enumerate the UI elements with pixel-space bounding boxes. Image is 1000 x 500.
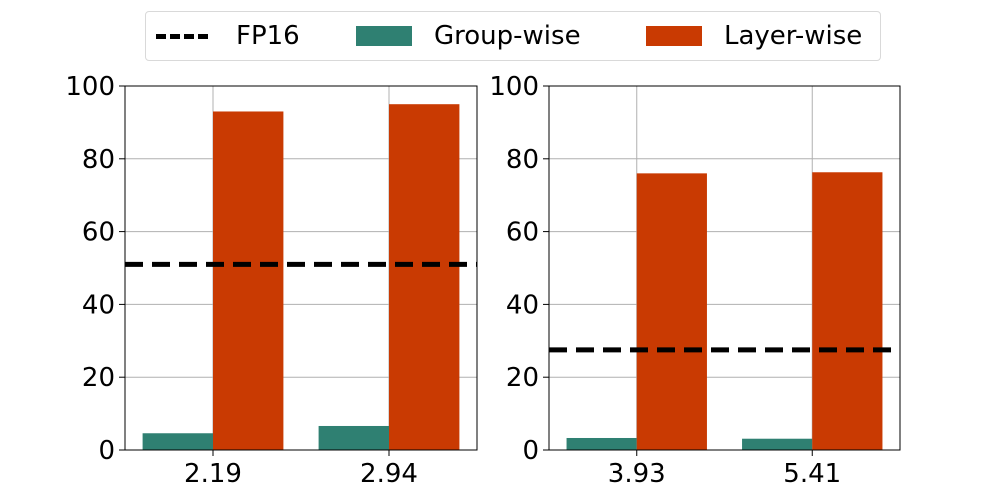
y-tick-label: 0 [98,436,115,466]
group-wise-bar [742,438,813,450]
group-wise-bar [566,437,637,450]
chart-panel-2: 0 20 40 60 80 100 3.93 5.41 [489,72,901,489]
legend-item-layer-wise: Layer-wise [646,12,862,60]
x-tick-label: 5.41 [783,459,841,489]
fp16-swatch [156,33,208,39]
y-tick-label: 80 [82,145,115,175]
group-wise-bar [318,425,389,450]
y-tick-label: 20 [506,363,539,393]
layer-wise-bar [213,111,284,450]
plot-frame [124,85,478,451]
y-tick-label: 20 [82,363,115,393]
chart-panel-1: 0 20 40 60 80 100 2.19 2.94 [65,72,478,489]
group-wise-bar [142,433,213,450]
y-tick-label: 60 [506,218,539,248]
y-tick-label: 80 [506,145,539,175]
layer-wise-bar [812,172,883,450]
layer-wise-bar [636,173,707,451]
y-tick-label: 40 [506,290,539,320]
legend-item-group-wise: Group-wise [356,12,581,60]
legend-item-fp16: FP16 [156,12,300,60]
legend-label-layer-wise: Layer-wise [724,21,863,51]
legend: FP16 Group-wise Layer-wise [145,11,881,61]
x-tick-label: 2.19 [184,459,242,489]
x-tick-label: 3.93 [608,459,666,489]
group-wise-swatch [356,26,412,46]
y-tick-label: 0 [522,436,539,466]
legend-label-fp16: FP16 [236,21,300,51]
x-tick-label: 2.94 [360,459,418,489]
legend-label-group-wise: Group-wise [434,21,581,51]
layer-wise-bar [389,104,460,450]
y-tick-label: 100 [489,72,539,102]
y-tick-label: 60 [82,218,115,248]
plot-frame [548,85,901,451]
y-tick-label: 100 [65,72,115,102]
layer-wise-swatch [646,26,702,46]
y-tick-label: 40 [82,290,115,320]
